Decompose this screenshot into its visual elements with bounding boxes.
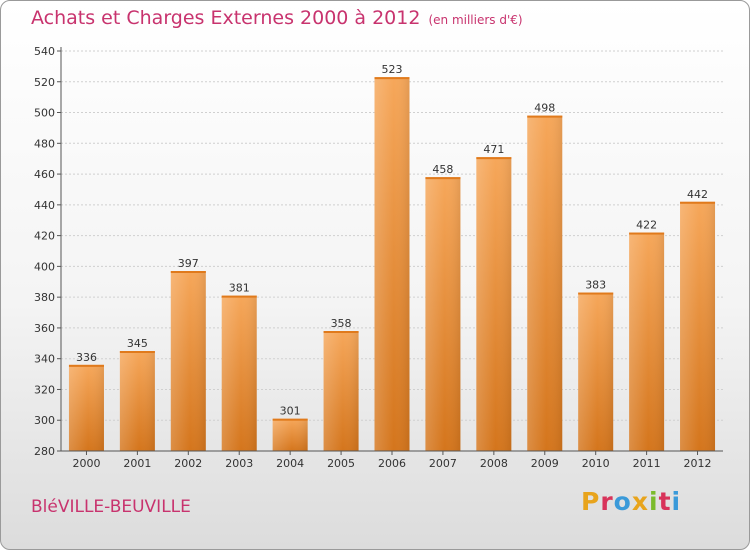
logo-letter: i [649, 487, 659, 516]
logo-letter: t [658, 487, 672, 516]
bar-shade-2007 [425, 177, 461, 451]
logo-letter: o [613, 487, 632, 516]
x-tick-label-2007: 2007 [429, 457, 457, 470]
bar-cap-2004 [272, 418, 308, 421]
bar-cap-2005 [323, 331, 359, 333]
x-tick-label-2003: 2003 [225, 457, 253, 470]
bar-cap-2010 [578, 292, 614, 295]
y-axis: 280 300 320 340 360 380 400 420 440 460 480 500 520 5… [34, 45, 62, 458]
bar-cap-2006 [374, 77, 410, 80]
value-label-2001: 345 [127, 337, 148, 350]
y-tick-label: 520 [34, 76, 55, 89]
proxiti-logo[interactable]: Proxiti [581, 487, 681, 516]
bar-cap-2002 [170, 271, 206, 273]
x-tick-label-2006: 2006 [378, 457, 406, 470]
bar-cap-2007 [425, 177, 461, 180]
bar-shade-2002 [170, 271, 206, 451]
bars: 336 345 397 381 301 358 523 458 471 498 383 422 442 [68, 63, 716, 452]
value-label-2005: 358 [331, 317, 352, 330]
bar-shade-2003 [221, 295, 257, 451]
bar-shade-2000 [68, 364, 104, 451]
bar-cap-2000 [68, 364, 104, 367]
value-label-2000: 336 [76, 351, 97, 364]
value-label-2004: 301 [280, 405, 301, 418]
y-tick-label: 400 [34, 260, 55, 273]
y-tick-label: 320 [34, 383, 55, 396]
logo-letter: i [671, 487, 682, 516]
bar-cap-2009 [527, 115, 563, 118]
y-tick-label: 480 [34, 137, 55, 150]
bar-cap-2008 [476, 157, 512, 160]
x-tick-label-2000: 2000 [72, 457, 100, 470]
x-tick-label-2012: 2012 [684, 457, 712, 470]
logo-letter: r [600, 487, 614, 516]
x-tick-label-2008: 2008 [480, 457, 508, 470]
value-label-2009: 498 [534, 102, 555, 115]
bar-shade-2005 [323, 331, 359, 451]
x-tick-label-2001: 2001 [123, 457, 151, 470]
bar-cap-2003 [221, 295, 257, 298]
value-label-2011: 422 [636, 219, 657, 232]
bar-shade-2001 [119, 351, 155, 451]
y-tick-label: 440 [34, 199, 55, 212]
bar-shade-2009 [527, 115, 563, 451]
y-tick-label: 340 [34, 353, 55, 366]
value-label-2012: 442 [687, 188, 708, 201]
y-tick-label: 420 [34, 230, 55, 243]
bar-shade-2006 [374, 77, 410, 452]
bar-cap-2001 [119, 351, 155, 353]
value-label-2010: 383 [585, 279, 606, 292]
y-tick-label: 360 [34, 322, 55, 335]
x-tick-label-2010: 2010 [582, 457, 610, 470]
value-label-2008: 471 [483, 143, 504, 156]
chart-unit: (en milliers d'€) [428, 13, 523, 27]
x-tick-label-2011: 2011 [633, 457, 661, 470]
x-tick-label-2004: 2004 [276, 457, 304, 470]
commune-name: BléVILLE-BEUVILLE [31, 497, 191, 517]
bar-cap-2011 [629, 232, 665, 235]
x-tick-label-2005: 2005 [327, 457, 355, 470]
bar-shade-2004 [272, 418, 308, 451]
bar-shade-2010 [578, 292, 614, 451]
x-tick-label-2002: 2002 [174, 457, 202, 470]
chart-title-text: Achats et Charges Externes 2000 à 2012 [31, 7, 421, 29]
value-label-2002: 397 [178, 257, 199, 270]
y-tick-label: 300 [34, 414, 55, 427]
value-label-2007: 458 [432, 163, 453, 176]
logo-letter: P [581, 487, 601, 516]
y-tick-label: 500 [34, 107, 55, 120]
value-label-2003: 381 [229, 282, 250, 295]
bar-shade-2008 [476, 157, 512, 451]
logo-letter: x [631, 487, 649, 516]
bar-shade-2012 [680, 201, 716, 451]
value-label-2006: 523 [382, 63, 403, 76]
x-tick-label-2009: 2009 [531, 457, 559, 470]
x-axis: 2000 2001 2002 2003 2004 2005 2006 2007 2008 2009… [61, 450, 723, 470]
bar-cap-2012 [680, 201, 716, 204]
y-tick-label: 540 [34, 45, 55, 58]
y-tick-label: 280 [34, 445, 55, 458]
chart-title: Achats et Charges Externes 2000 à 2012 (e… [31, 7, 523, 29]
y-tick-label: 380 [34, 291, 55, 304]
bar-shade-2011 [629, 232, 665, 451]
y-tick-label: 460 [34, 168, 55, 181]
